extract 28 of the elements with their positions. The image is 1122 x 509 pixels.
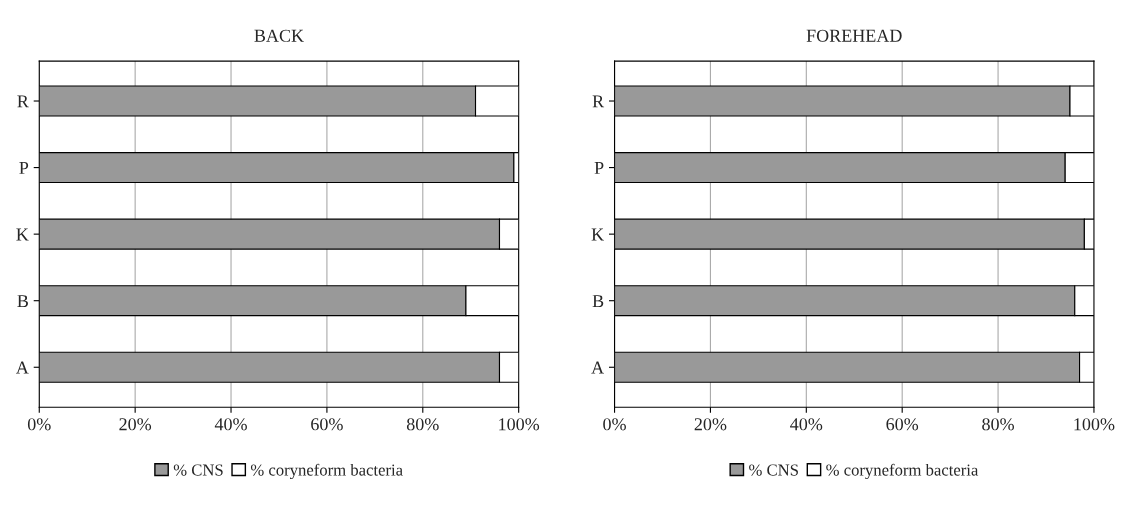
x-tick-label: 20% xyxy=(119,418,152,431)
x-tick-label: 60% xyxy=(311,418,343,431)
x-tick-label: 40% xyxy=(790,418,823,431)
legend-label: % coryneform bacteria xyxy=(250,463,403,480)
legend-label: % CNS xyxy=(173,464,223,476)
y-tick-label: P xyxy=(594,162,604,174)
y-tick-label: R xyxy=(17,95,29,108)
y-tick-label: B xyxy=(17,295,28,308)
x-tick-label: 80% xyxy=(406,418,439,431)
y-tick-label: A xyxy=(591,361,604,374)
y-tick-label: K xyxy=(591,228,604,241)
legend-label: % CNS xyxy=(749,464,798,476)
y-tick-label: K xyxy=(16,228,29,241)
y-tick-label: P xyxy=(19,162,29,174)
x-tick-label: 100% xyxy=(499,418,540,431)
y-tick-label: R xyxy=(592,95,605,108)
x-tick-label: 60% xyxy=(886,418,919,431)
y-tick-label: B xyxy=(592,295,604,308)
y-tick-label: A xyxy=(15,361,29,374)
x-tick-label: 100% xyxy=(1074,418,1115,431)
x-tick-label: 20% xyxy=(694,418,727,431)
x-tick-label: 0% xyxy=(27,418,51,431)
chart-title: FOREHEAD xyxy=(806,29,902,42)
legend-label: % coryneform bacteria xyxy=(826,463,979,480)
x-tick-label: 40% xyxy=(214,418,247,431)
x-tick-label: 80% xyxy=(982,418,1014,431)
x-tick-label: 0% xyxy=(603,418,626,431)
chart-title: BACK xyxy=(254,29,304,42)
